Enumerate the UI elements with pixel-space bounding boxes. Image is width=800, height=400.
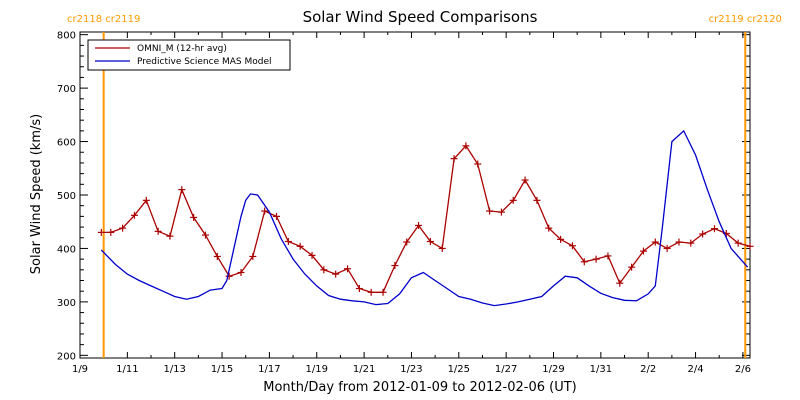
data-point-marker — [201, 231, 209, 239]
data-point-marker — [628, 263, 636, 271]
data-point-marker — [273, 212, 281, 220]
data-point-marker — [675, 238, 683, 246]
data-point-marker — [746, 242, 754, 250]
data-point-marker — [604, 252, 612, 260]
data-point-marker — [663, 244, 671, 252]
data-point-marker — [651, 238, 659, 246]
x-tick-label: 1/11 — [116, 364, 138, 375]
data-point-marker — [557, 235, 565, 243]
x-tick-label: 1/15 — [211, 364, 233, 375]
chart-title: Solar Wind Speed Comparisons — [303, 8, 538, 26]
y-tick-label: 500 — [57, 191, 76, 202]
data-point-marker — [710, 225, 718, 233]
data-point-marker — [391, 262, 399, 270]
y-tick-label: 600 — [57, 138, 76, 149]
data-point-marker — [403, 238, 411, 246]
data-point-marker — [616, 279, 624, 287]
data-point-marker — [497, 208, 505, 216]
series-layer — [97, 129, 754, 307]
data-point-marker — [284, 237, 292, 245]
data-point-marker — [367, 288, 375, 296]
legend: OMNI_M (12-hr avg) Predictive Science MA… — [87, 39, 291, 71]
data-point-marker — [213, 252, 221, 260]
x-tick-label: 1/27 — [495, 364, 517, 375]
x-tick-label: 1/25 — [448, 364, 470, 375]
data-point-marker — [178, 186, 186, 194]
data-point-marker — [592, 255, 600, 263]
data-point-marker — [344, 265, 352, 273]
x-tick-label: 1/31 — [590, 364, 612, 375]
data-point-marker — [154, 227, 162, 235]
data-point-marker — [107, 228, 115, 236]
data-point-marker — [687, 239, 695, 247]
x-tick-label: 1/9 — [72, 364, 88, 375]
data-point-marker — [225, 272, 233, 280]
legend-box — [87, 39, 291, 71]
x-tick-label: 1/13 — [163, 364, 185, 375]
y-axis-label: Solar Wind Speed (km/s) — [29, 114, 44, 274]
data-point-marker — [119, 224, 127, 232]
data-point-marker — [261, 207, 269, 215]
data-point-marker — [699, 230, 707, 238]
data-point-marker — [379, 288, 387, 296]
data-point-marker — [308, 251, 316, 259]
carrington-marker-label: cr2119 cr2120 — [709, 14, 782, 25]
data-point-marker — [450, 155, 458, 163]
data-point-marker — [142, 196, 150, 204]
x-tick-label: 1/23 — [400, 364, 422, 375]
data-point-marker — [462, 142, 470, 150]
legend-label-omni: OMNI_M (12-hr avg) — [137, 44, 227, 54]
data-point-marker — [97, 228, 105, 236]
data-point-marker — [237, 268, 245, 276]
series-line-0 — [101, 144, 751, 293]
data-point-marker — [639, 247, 647, 255]
data-point-marker — [296, 242, 304, 250]
data-point-marker — [521, 176, 529, 184]
data-point-marker — [438, 244, 446, 252]
carrington-markers-layer: cr2118 cr2119 cr2119 cr2120 — [67, 14, 782, 358]
data-point-marker — [355, 285, 363, 293]
x-tick-label: 2/4 — [688, 364, 704, 375]
data-point-marker — [320, 266, 328, 274]
data-point-marker — [426, 237, 434, 245]
data-point-marker — [474, 160, 482, 168]
data-point-marker — [580, 258, 588, 266]
data-point-marker — [166, 232, 174, 240]
axes-layer: 1/9 1/11 1/13 1/15 1/17 1/19 1/21 1/23 1/25 1/27 1… — [57, 31, 751, 375]
x-tick-label: 1/17 — [258, 364, 280, 375]
data-point-marker — [190, 213, 198, 221]
y-tick-label: 700 — [57, 84, 76, 95]
data-point-marker — [568, 242, 576, 250]
data-point-marker — [509, 196, 517, 204]
data-point-marker — [734, 239, 742, 247]
legend-label-mas: Predictive Science MAS Model — [137, 57, 272, 67]
data-point-marker — [533, 196, 541, 204]
y-tick-label: 400 — [57, 244, 76, 255]
x-tick-label: 1/21 — [353, 364, 375, 375]
carrington-marker-label: cr2118 cr2119 — [67, 14, 140, 25]
data-point-marker — [332, 270, 340, 278]
x-tick-label: 1/19 — [306, 364, 328, 375]
x-tick-label: 2/2 — [640, 364, 656, 375]
x-tick-label: 1/29 — [542, 364, 564, 375]
data-point-marker — [415, 221, 423, 229]
x-axis-label: Month/Day from 2012-01-09 to 2012-02-06 … — [263, 380, 576, 395]
x-tick-label: 2/6 — [735, 364, 751, 375]
data-point-marker — [486, 207, 494, 215]
data-point-marker — [545, 224, 553, 232]
y-tick-label: 200 — [57, 351, 76, 362]
data-point-marker — [249, 252, 257, 260]
data-point-marker — [130, 211, 138, 219]
series-line-1 — [100, 129, 749, 307]
y-tick-label: 300 — [57, 298, 76, 309]
y-tick-label: 800 — [57, 31, 76, 42]
